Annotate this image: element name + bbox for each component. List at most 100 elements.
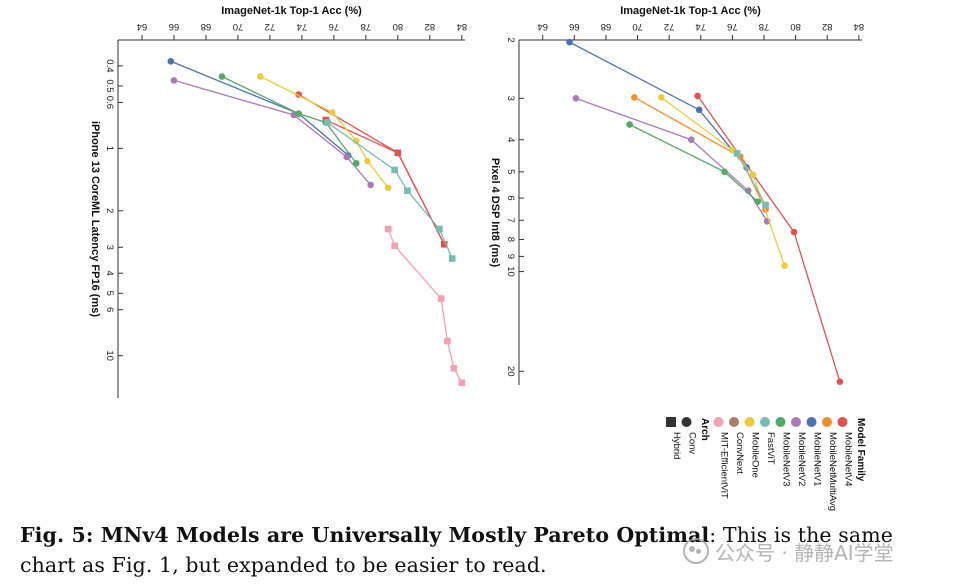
left-x-tick-label: 66 — [169, 21, 180, 32]
right-series-mobilenetv2-conv — [575, 97, 768, 222]
left-series-mit-efficientvit-hybrid — [387, 228, 463, 384]
right-x-tick-label: 72 — [664, 21, 675, 32]
caption-text: : This is the same chart as Fig. 1, but … — [20, 523, 893, 577]
right-y-tick-label: 4 — [505, 137, 516, 142]
left-series-mobilenetv4-hybrid — [325, 119, 445, 245]
legend-family-title: Model Family — [855, 418, 866, 482]
left-point-mobilenetv3 — [352, 159, 360, 167]
left-point-mobilenetv2 — [343, 153, 350, 161]
left-x-tick-label: 82 — [425, 21, 436, 32]
right-series-mobilenetv4-conv — [697, 95, 841, 382]
right-x-tick-label: 70 — [632, 21, 643, 32]
right-y-tick-label: 8 — [505, 237, 516, 242]
right-series-mobilenetv1-conv — [569, 41, 748, 168]
right-x-tick-label: 68 — [601, 21, 612, 32]
left-point-fastvit — [324, 119, 331, 126]
right-x-axis-title: ImageNet-1k Top-1 Acc (%) — [620, 5, 761, 17]
left-series-mobilenetv2-conv — [173, 79, 372, 186]
legend-label-mit-efficientvit: MIT-EfficientViT — [719, 432, 730, 499]
right-y-tick-label: 6 — [505, 195, 516, 200]
left-x-tick-label: 84 — [457, 21, 468, 32]
right-y-tick-label: 20 — [505, 366, 516, 377]
right-y-tick-label: 10 — [505, 266, 516, 277]
left-point-mobileone — [328, 109, 336, 116]
legend-marker-mobilenetmultiavg — [822, 417, 832, 427]
right-y-tick-label: 9 — [505, 254, 516, 259]
right-point-mobileone — [657, 94, 665, 101]
left-y-axis-title: iPhone 13 CoreML Latency FP16 (ms) — [89, 121, 101, 317]
legend-label-mobilenetv3: MobileNetV3 — [781, 432, 792, 486]
legend-label-mobilenetv2: MobileNetV2 — [796, 432, 807, 486]
watermark: 公众号 · 静静AI学堂 — [683, 536, 953, 566]
legend-label-mobilenetv1: MobileNetV1 — [812, 432, 823, 486]
wechat-icon — [683, 538, 709, 564]
right-point-mobilenetv2 — [572, 95, 580, 102]
right-point-mobileone — [781, 262, 788, 269]
left-series-mobileone-conv — [260, 75, 389, 189]
legend-marker-hybrid — [666, 417, 676, 427]
right-point-mobilenetmultiavg — [631, 94, 638, 101]
left-x-tick-label: 70 — [233, 21, 244, 32]
legend-label-convnext: ConvNext — [734, 432, 745, 474]
right-point-fastvit — [733, 150, 741, 157]
right-x-tick-label: 66 — [569, 21, 580, 32]
left-x-axis-title: ImageNet-1k Top-1 Acc (%) — [221, 5, 362, 17]
right-point-mobilenetv4 — [694, 92, 701, 100]
left-x-tick-label: 64 — [137, 21, 148, 32]
right-x-tick-label: 76 — [727, 21, 738, 32]
left-y-tick-label: 10 — [104, 350, 115, 361]
right-point-mobilenetv1 — [566, 38, 573, 46]
legend-arch-title: Arch — [699, 418, 710, 441]
left-point-mobilenetv2 — [367, 181, 374, 189]
legend-label-hybrid: Hybrid — [671, 432, 682, 459]
left-x-tick-label: 68 — [201, 21, 212, 32]
left-point-mobilenetv4 — [440, 240, 448, 248]
right-x-tick-label: 78 — [759, 21, 770, 32]
right-point-fastvit — [762, 201, 769, 209]
legend-marker-convnext — [729, 417, 739, 427]
legend-marker-conv — [681, 417, 692, 427]
left-x-tick-label: 80 — [393, 21, 404, 32]
right-y-axis-title: Pixel 4 DSP Int8 (ms) — [489, 158, 501, 268]
right-point-mobilenetv4 — [790, 228, 798, 236]
left-point-mit-efficientvit — [384, 225, 392, 233]
right-point-mobilenetv1 — [695, 106, 703, 114]
left-point-fastvit — [436, 225, 443, 233]
left-point-mobilenetv3 — [218, 73, 226, 80]
legend-marker-mobilenetv1 — [806, 417, 817, 427]
left-y-tick-label: 3 — [104, 245, 115, 250]
legend-marker-mobilenetv4 — [837, 417, 848, 427]
left-point-mobileone — [364, 157, 371, 165]
caption-label: Fig. 5: MNv4 Models are Universally Most… — [20, 523, 710, 547]
legend-label-mobilenetmultiavg: MobileNetMultiAvg — [827, 432, 838, 511]
right-point-mobilenetv3 — [626, 121, 633, 128]
left-y-tick-label: 2 — [104, 208, 115, 213]
left-y-tick-label: 5 — [104, 291, 115, 296]
left-x-tick-label: 76 — [329, 21, 340, 32]
right-point-mobilenetv3 — [721, 168, 728, 176]
left-point-fastvit — [448, 255, 456, 262]
left-point-mit-efficientvit — [450, 364, 458, 372]
legend-label-fastvit: FastViT — [765, 432, 776, 465]
legend-label-mobileone: MobileOne — [750, 432, 761, 478]
left-point-fastvit — [404, 187, 411, 195]
left-x-tick-label: 74 — [297, 21, 308, 32]
left-point-mit-efficientvit — [458, 379, 466, 387]
left-y-tick-label: 6 — [104, 307, 115, 312]
right-y-tick-label: 2 — [505, 37, 516, 42]
right-x-tick-label: 74 — [695, 21, 706, 32]
right-point-mobileone — [749, 171, 757, 178]
left-point-mobileone — [384, 184, 392, 192]
left-y-tick-label: 1 — [104, 146, 115, 151]
legend-marker-mobilenetv3 — [775, 417, 786, 427]
right-y-tick-label: 5 — [505, 169, 516, 174]
left-point-mobileone — [352, 137, 360, 145]
left-point-mobilenetv2 — [170, 77, 178, 84]
left-x-tick-label: 72 — [265, 21, 276, 32]
right-x-tick-label: 82 — [822, 21, 833, 32]
left-y-tick-label: 0.6 — [104, 96, 115, 109]
left-point-mobilenetv1 — [167, 57, 175, 65]
